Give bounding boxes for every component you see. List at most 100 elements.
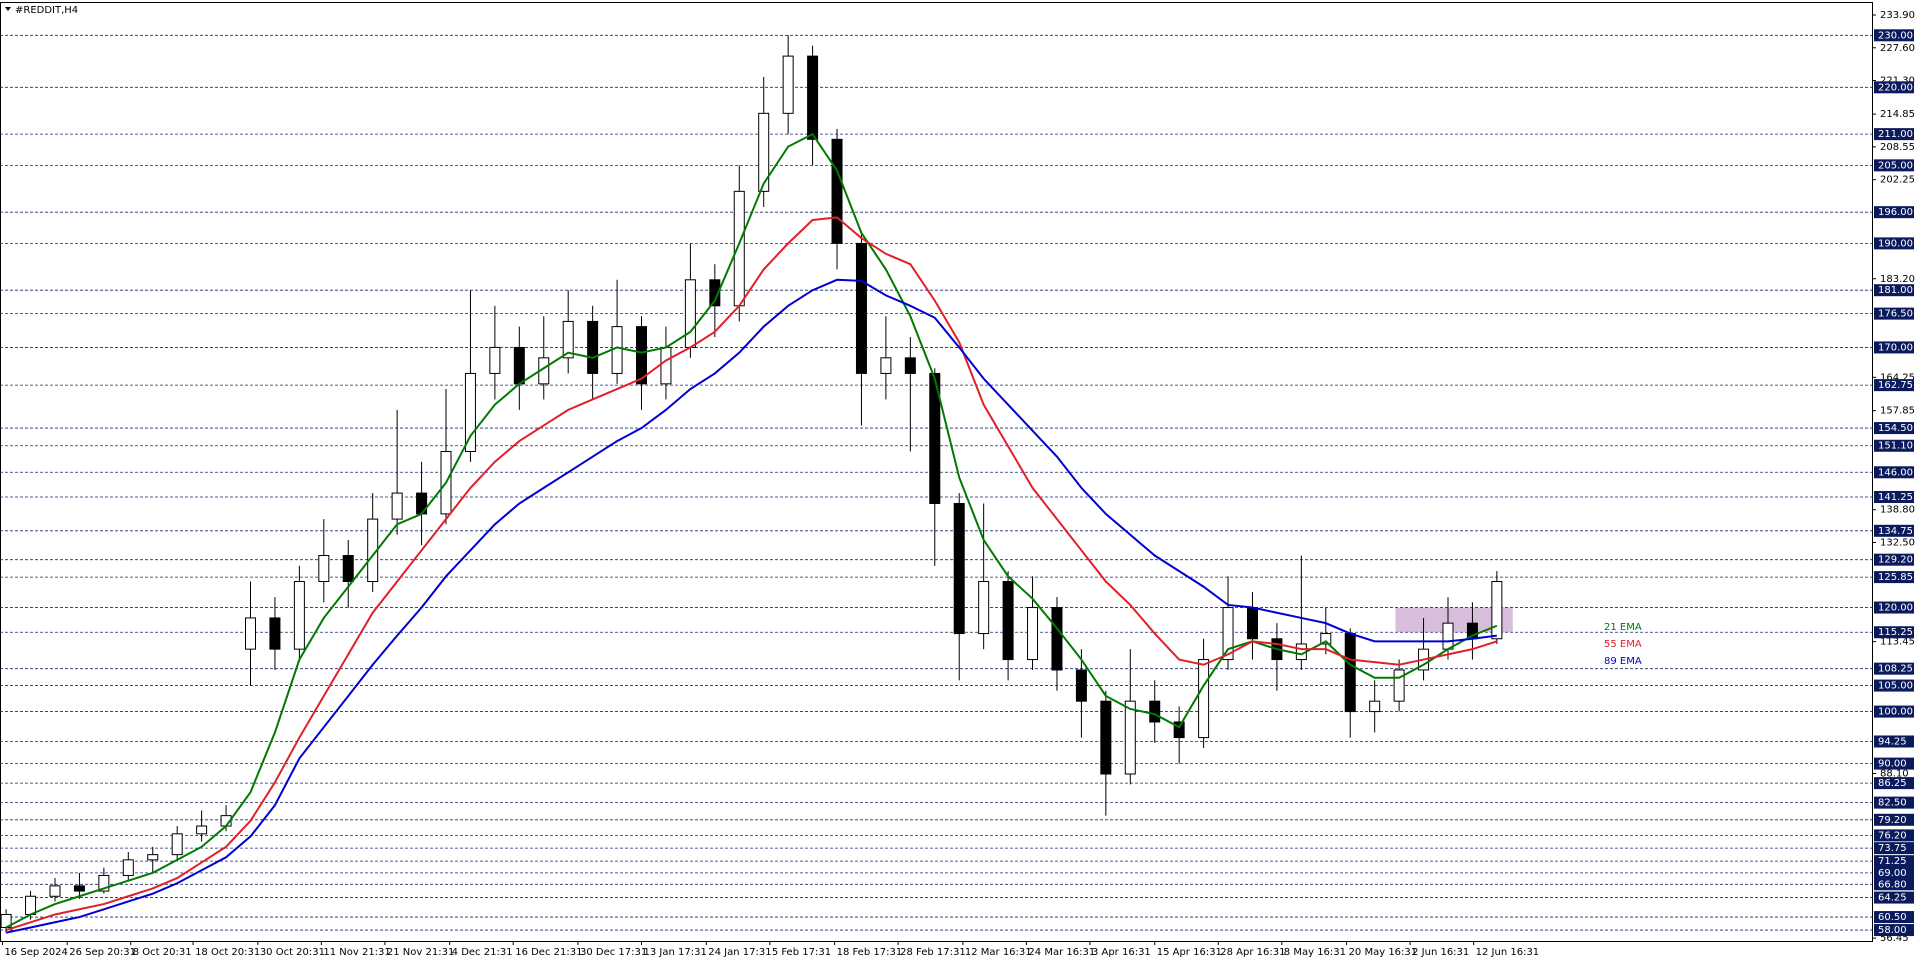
level-box <box>1874 842 1914 855</box>
level-label: 211.00 <box>1878 129 1913 140</box>
y-tick-label: 233.90 <box>1880 10 1915 21</box>
candle-body <box>1222 607 1234 661</box>
candle-body <box>1075 669 1087 702</box>
level-label: 230.00 <box>1878 30 1913 41</box>
level-box <box>1874 911 1914 924</box>
y-tick-label: 113.45 <box>1880 637 1915 648</box>
x-tick-label: 16 Sep 2024 <box>4 947 67 958</box>
y-tick-label: 56.45 <box>1880 933 1909 944</box>
candle-body <box>831 138 843 244</box>
level-label: 64.25 <box>1878 893 1907 904</box>
level-label: 82.50 <box>1878 798 1907 809</box>
level-box <box>1874 81 1914 94</box>
candle-body <box>391 492 403 520</box>
candle-body <box>562 320 574 359</box>
x-tick-label: 15 Apr 16:31 <box>1157 947 1222 958</box>
x-tick-label: 5 Feb 17:31 <box>772 947 831 958</box>
level-label: 170.00 <box>1878 342 1913 353</box>
legend-label: 21 EMA <box>1604 622 1642 633</box>
level-label: 141.25 <box>1878 492 1913 503</box>
candle-body <box>1002 581 1014 661</box>
level-box <box>1874 855 1914 868</box>
level-box <box>1874 796 1914 809</box>
candle-body <box>464 372 476 452</box>
legend-label: 55 EMA <box>1604 639 1642 650</box>
level-label: 176.50 <box>1878 309 1913 320</box>
candle-body <box>1051 607 1063 671</box>
level-box <box>1874 601 1914 614</box>
candle-body <box>1491 581 1503 640</box>
level-box <box>1874 284 1914 297</box>
level-box <box>1874 29 1914 42</box>
x-tick-label: 8 Oct 20:31 <box>133 947 192 958</box>
level-box <box>1874 757 1914 770</box>
candle-body <box>1320 633 1332 645</box>
level-box <box>1874 490 1914 503</box>
y-tick-label: 164.25 <box>1880 372 1915 383</box>
y-tick-label: 227.60 <box>1880 43 1915 54</box>
level-label: 108.25 <box>1878 664 1913 675</box>
candle-body <box>733 190 745 307</box>
candle-body <box>855 242 867 374</box>
candle-body <box>1149 700 1161 723</box>
level-box <box>1874 626 1914 639</box>
y-tick-label: 157.85 <box>1880 406 1915 417</box>
level-box <box>1874 237 1914 250</box>
candle-body <box>171 833 183 856</box>
x-tick-label: 18 Oct 20:31 <box>195 947 260 958</box>
x-tick-label: 12 Jun 16:31 <box>1476 947 1540 958</box>
candle-body <box>49 885 61 897</box>
level-label: 205.00 <box>1878 160 1913 171</box>
candle-body <box>98 874 110 892</box>
candle-body <box>1246 607 1258 640</box>
candle-body <box>1124 700 1136 775</box>
level-label: 196.00 <box>1878 207 1913 218</box>
level-label: 151.10 <box>1878 441 1913 452</box>
y-tick-label: 221.30 <box>1880 76 1915 87</box>
candle-body <box>269 617 281 650</box>
x-tick-label: 11 Nov 21:31 <box>323 947 390 958</box>
candle-body <box>1393 669 1405 702</box>
candle-body <box>709 279 721 307</box>
level-label: 76.20 <box>1878 830 1907 841</box>
x-tick-label: 12 Mar 16:31 <box>965 947 1032 958</box>
candle-body <box>196 825 208 835</box>
candle-body <box>904 357 916 374</box>
level-label: 146.00 <box>1878 467 1913 478</box>
level-label: 154.50 <box>1878 423 1913 434</box>
level-box <box>1874 422 1914 435</box>
candle-body <box>807 55 819 140</box>
x-tick-label: 24 Jan 17:31 <box>708 947 771 958</box>
candle-body <box>660 346 672 385</box>
x-tick-label: 26 Sep 20:31 <box>69 947 136 958</box>
legend-label: 89 EMA <box>1604 656 1642 667</box>
candle-body <box>978 581 990 635</box>
level-label: 90.00 <box>1878 759 1907 770</box>
level-box <box>1874 866 1914 879</box>
candle-body <box>636 326 648 385</box>
candle-body <box>1173 721 1185 739</box>
candle-body <box>342 555 354 583</box>
level-label: 79.20 <box>1878 815 1907 826</box>
ema-line <box>5 216 1498 932</box>
level-label: 71.25 <box>1878 856 1907 867</box>
candle-body <box>1100 700 1112 775</box>
candle-body <box>1344 633 1356 713</box>
x-tick-label: 28 Feb 17:31 <box>900 947 966 958</box>
y-tick-label: 183.20 <box>1880 274 1915 285</box>
level-box <box>1874 878 1914 891</box>
x-tick-label: 21 Nov 21:31 <box>387 947 454 958</box>
level-box <box>1874 307 1914 320</box>
candle-body <box>25 895 37 915</box>
candle-body <box>953 502 965 635</box>
level-label: 100.00 <box>1878 707 1913 718</box>
level-label: 86.25 <box>1878 778 1907 789</box>
candle-body <box>611 326 623 374</box>
level-box <box>1874 571 1914 584</box>
level-label: 125.85 <box>1878 572 1913 583</box>
candle-body <box>513 346 525 385</box>
level-label: 105.00 <box>1878 681 1913 692</box>
menu-arrow[interactable] <box>5 7 11 11</box>
x-tick-label: 30 Dec 17:31 <box>580 947 647 958</box>
candle-body <box>880 357 892 374</box>
